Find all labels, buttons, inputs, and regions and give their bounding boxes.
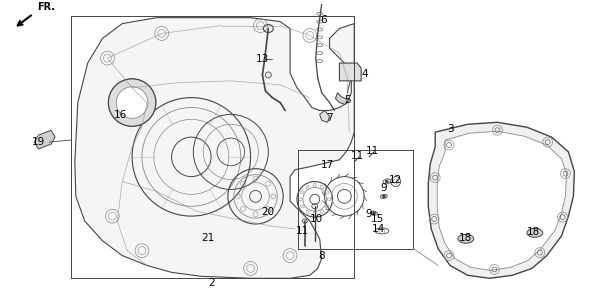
Polygon shape — [336, 93, 348, 104]
Text: 15: 15 — [371, 214, 384, 224]
Text: 3: 3 — [447, 124, 453, 134]
Text: 2: 2 — [208, 278, 214, 288]
Circle shape — [385, 180, 388, 183]
Text: FR.: FR. — [37, 2, 55, 12]
Text: 11: 11 — [365, 146, 379, 156]
Text: 21: 21 — [202, 233, 215, 243]
Text: 19: 19 — [32, 137, 45, 147]
Ellipse shape — [458, 234, 474, 243]
Text: 9: 9 — [366, 209, 372, 219]
Polygon shape — [428, 122, 575, 278]
Polygon shape — [437, 131, 566, 270]
Text: 11: 11 — [296, 226, 310, 236]
Text: 12: 12 — [389, 175, 402, 185]
Text: 7: 7 — [326, 113, 333, 123]
Text: 4: 4 — [362, 69, 368, 79]
Circle shape — [382, 195, 385, 198]
Circle shape — [372, 212, 375, 215]
Polygon shape — [34, 130, 55, 149]
Polygon shape — [339, 63, 361, 81]
Text: 8: 8 — [319, 251, 325, 261]
Polygon shape — [75, 18, 354, 278]
Text: 18: 18 — [527, 227, 540, 237]
Text: 9: 9 — [381, 183, 387, 194]
Text: 6: 6 — [320, 15, 327, 25]
Circle shape — [116, 87, 148, 118]
Text: 10: 10 — [310, 214, 323, 224]
Text: 5: 5 — [344, 95, 350, 105]
Text: 20: 20 — [261, 207, 274, 217]
Text: 18: 18 — [459, 233, 473, 243]
Text: 13: 13 — [256, 54, 269, 64]
Circle shape — [109, 79, 156, 126]
Text: 14: 14 — [372, 224, 385, 234]
Text: 17: 17 — [321, 160, 334, 170]
Polygon shape — [320, 110, 330, 122]
Text: 16: 16 — [114, 110, 127, 120]
Ellipse shape — [527, 228, 543, 237]
Text: 11: 11 — [350, 151, 364, 161]
